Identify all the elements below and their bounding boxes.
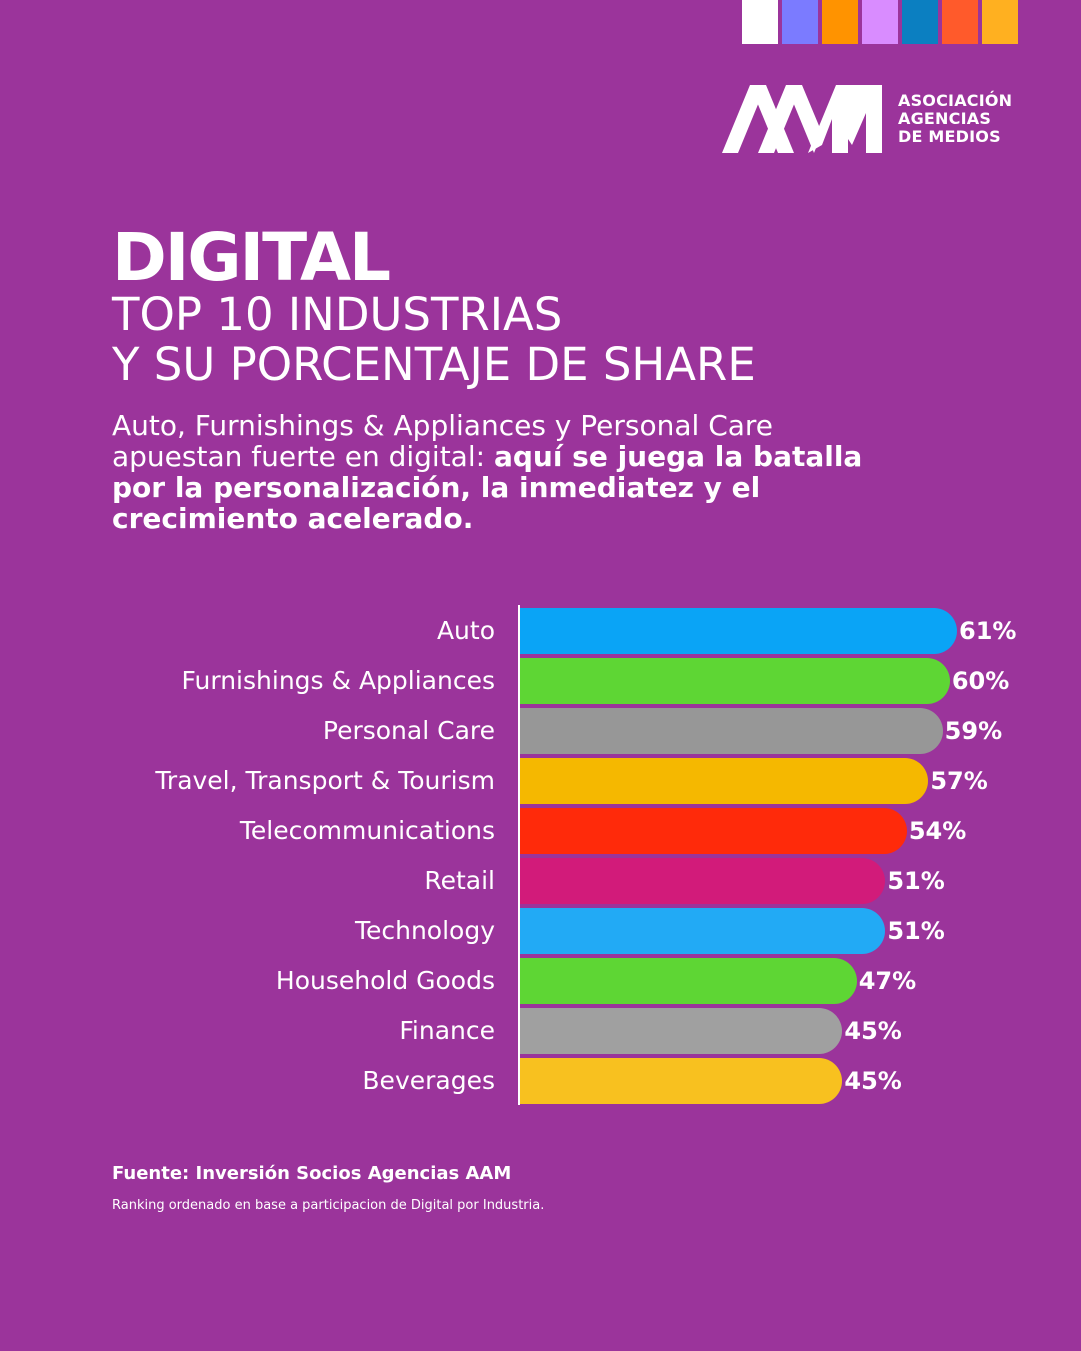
color-swatch-strip (742, 0, 1018, 44)
bar (520, 808, 907, 854)
bar (520, 958, 857, 1004)
page-title: DIGITAL (112, 219, 391, 296)
value-label: 57% (930, 767, 988, 795)
chart-axis-line (518, 605, 520, 1105)
bar (520, 608, 957, 654)
value-label: 54% (908, 817, 967, 845)
logo-line: AGENCIAS (898, 109, 992, 128)
description-bold: aquí se juega la batalla por la personal… (112, 440, 863, 535)
color-swatch (782, 0, 818, 44)
bar (520, 1058, 843, 1104)
category-label: Beverages (362, 1066, 495, 1095)
bar-chart: Auto 61% Furnishings & Appliances 60% Person… (0, 605, 1081, 1105)
logo-text: ASOCIACIÓN AGENCIAS DE MEDIOS (898, 92, 1012, 146)
color-swatch (942, 0, 978, 44)
value-label: 47% (858, 967, 917, 995)
value-label: 60% (951, 667, 1010, 695)
footnote-text: Ranking ordenado en base a participacion… (112, 1198, 545, 1213)
subtitle-line: Y SU PORCENTAJE DE SHARE (112, 338, 756, 391)
bar (520, 1008, 843, 1054)
value-label: 51% (887, 917, 945, 945)
category-label: Technology (354, 916, 495, 945)
subtitle-line: TOP 10 INDUSTRIAS (112, 288, 563, 341)
logo-line: DE MEDIOS (898, 127, 1001, 146)
category-label: Travel, Transport & Tourism (155, 766, 495, 795)
value-label: 51% (887, 867, 945, 895)
value-label: 45% (844, 1017, 902, 1045)
category-label: Household Goods (275, 966, 495, 995)
bar (520, 708, 943, 754)
description-regular: Auto, Furnishings & Appliances y Persona… (112, 409, 774, 473)
bar (520, 758, 929, 804)
value-label: 59% (944, 717, 1003, 745)
color-swatch (862, 0, 898, 44)
bar (520, 858, 886, 904)
page-subtitle: TOP 10 INDUSTRIAS Y SU PORCENTAJE DE SHA… (112, 290, 756, 390)
color-swatch (822, 0, 858, 44)
value-label: 61% (959, 617, 1017, 645)
source-text: Fuente: Inversión Socios Agencias AAM (112, 1163, 512, 1184)
category-label: Telecommunications (239, 816, 495, 845)
category-label: Furnishings & Appliances (181, 666, 495, 695)
bar (520, 908, 886, 954)
color-swatch (982, 0, 1018, 44)
aam-logo-mark (722, 85, 882, 153)
description: Auto, Furnishings & Appliances y Persona… (112, 410, 912, 534)
color-swatch (902, 0, 938, 44)
category-label: Auto (436, 616, 495, 645)
color-swatch (742, 0, 778, 44)
value-label: 45% (844, 1067, 902, 1095)
bar (520, 658, 950, 704)
category-label: Finance (399, 1016, 495, 1045)
category-label: Personal Care (322, 716, 495, 745)
category-label: Retail (424, 866, 495, 895)
logo-line: ASOCIACIÓN (898, 91, 1013, 110)
aam-logo: ASOCIACIÓN AGENCIAS DE MEDIOS (722, 83, 1012, 155)
